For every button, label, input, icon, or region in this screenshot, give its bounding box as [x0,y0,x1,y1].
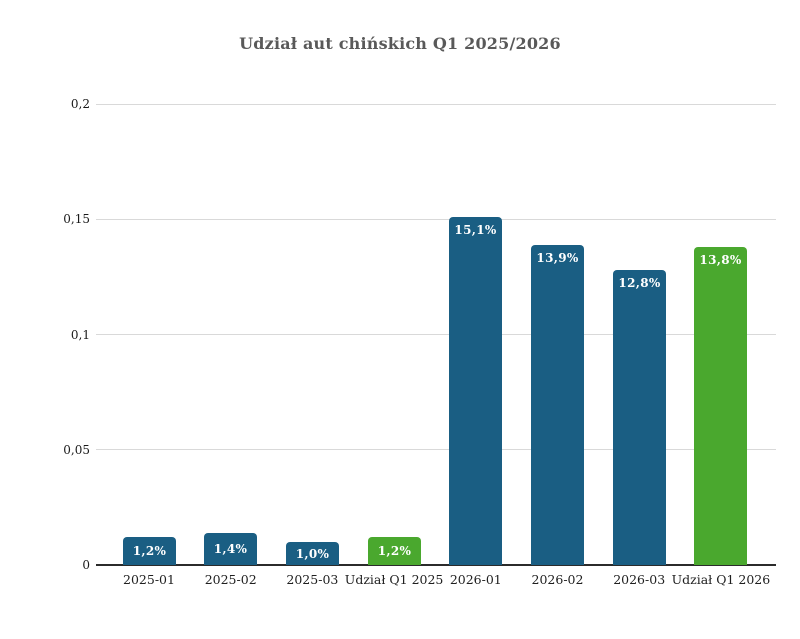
bar-value-label: 1,2% [377,544,412,558]
bar-Udział Q1 2026: 13,8% [694,247,747,565]
gridline-y-0,1 [96,334,776,335]
ytick-label: 0,2 [70,97,90,111]
ytick-label: 0,1 [70,327,90,342]
bar-value-label: 1,4% [213,542,248,556]
bar-2025-03: 1,0% [286,542,339,565]
xtick-label-Udział Q1 2025: Udział Q1 2025 [344,572,444,587]
gridline-y-0,15 [96,218,776,220]
bar-2025-01: 1,2% [123,537,176,565]
bar-value-label: 1,0% [295,547,330,561]
bar-Udział Q1 2025: 1,2% [368,537,421,565]
xtick-label-Udział Q1 2026: Udział Q1 2026 [671,572,771,587]
ytick-label: 0 [82,558,90,572]
gridline-y-0,2 [96,103,776,105]
xtick-label-2026-03: 2026-03 [613,572,666,587]
bar-2026-03: 12,8% [613,270,666,565]
bar-value-label: 13,8% [699,253,742,267]
bar-value-label: 12,8% [618,276,661,290]
gridline-y-0,05 [96,449,776,451]
xtick-label-2025-02: 2025-02 [204,572,257,587]
bar-2025-02: 1,4% [204,533,257,565]
bar-2026-01: 15,1% [449,217,502,565]
bar-value-label: 15,1% [454,223,497,237]
chart-title: Udział aut chińskich Q1 2025/2026 [239,34,561,53]
xtick-label-2026-02: 2026-02 [531,572,584,587]
xtick-label-2025-01: 2025-01 [123,572,175,587]
ytick-label: 0,15 [63,212,90,227]
bar-value-label: 1,2% [132,544,167,558]
x-axis-line [96,564,776,566]
bar-2026-02: 13,9% [531,245,584,565]
bar-value-label: 13,9% [536,251,579,265]
ytick-label: 0,05 [63,442,90,457]
xtick-label-2025-03: 2025-03 [286,572,339,587]
xtick-label-2026-01: 2026-01 [449,572,502,587]
